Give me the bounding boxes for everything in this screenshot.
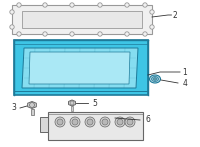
Polygon shape: [29, 52, 130, 84]
Circle shape: [102, 119, 108, 125]
Circle shape: [57, 119, 63, 125]
Circle shape: [143, 32, 147, 36]
Circle shape: [17, 32, 21, 36]
Circle shape: [43, 3, 47, 7]
Polygon shape: [28, 101, 36, 108]
Polygon shape: [22, 48, 138, 88]
Circle shape: [17, 3, 21, 7]
Polygon shape: [14, 40, 148, 95]
Bar: [30, 108, 34, 115]
Circle shape: [150, 10, 154, 14]
Text: 5: 5: [93, 98, 97, 107]
Bar: [71, 106, 73, 111]
Circle shape: [30, 102, 35, 107]
Polygon shape: [22, 11, 142, 28]
Circle shape: [87, 119, 93, 125]
Circle shape: [125, 3, 129, 7]
Circle shape: [55, 117, 65, 127]
Circle shape: [70, 3, 74, 7]
Circle shape: [72, 119, 78, 125]
Polygon shape: [48, 112, 143, 140]
Circle shape: [150, 25, 154, 29]
Circle shape: [125, 32, 129, 36]
Polygon shape: [40, 117, 48, 132]
Circle shape: [143, 3, 147, 7]
Text: 4: 4: [183, 78, 187, 87]
Text: 1: 1: [183, 67, 187, 76]
Circle shape: [70, 101, 74, 105]
Ellipse shape: [152, 76, 158, 81]
Circle shape: [70, 32, 74, 36]
Circle shape: [125, 117, 135, 127]
Circle shape: [70, 117, 80, 127]
Polygon shape: [69, 100, 75, 106]
Text: 3: 3: [12, 103, 16, 112]
Ellipse shape: [150, 75, 160, 83]
Circle shape: [10, 25, 14, 29]
Text: 2: 2: [173, 10, 177, 20]
Circle shape: [43, 32, 47, 36]
Circle shape: [98, 32, 102, 36]
Circle shape: [10, 10, 14, 14]
Circle shape: [117, 119, 123, 125]
Ellipse shape: [154, 78, 156, 80]
Circle shape: [85, 117, 95, 127]
Text: 6: 6: [146, 116, 150, 125]
Circle shape: [100, 117, 110, 127]
Polygon shape: [12, 5, 152, 34]
Circle shape: [115, 117, 125, 127]
Circle shape: [98, 3, 102, 7]
Circle shape: [127, 119, 133, 125]
